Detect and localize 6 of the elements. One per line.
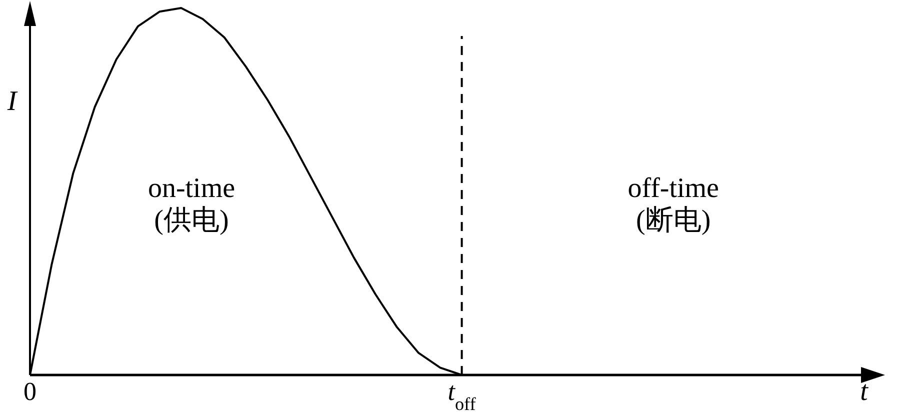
categories[20]: t$_{off}$	[448, 377, 476, 412]
annotations[0]: on-time (供电)	[148, 173, 236, 236]
xlabel: t	[860, 376, 868, 407]
ylabel: I	[7, 86, 17, 117]
annotations[1]: off-time (断电)	[628, 173, 719, 236]
categories[0]: 0	[24, 377, 36, 406]
